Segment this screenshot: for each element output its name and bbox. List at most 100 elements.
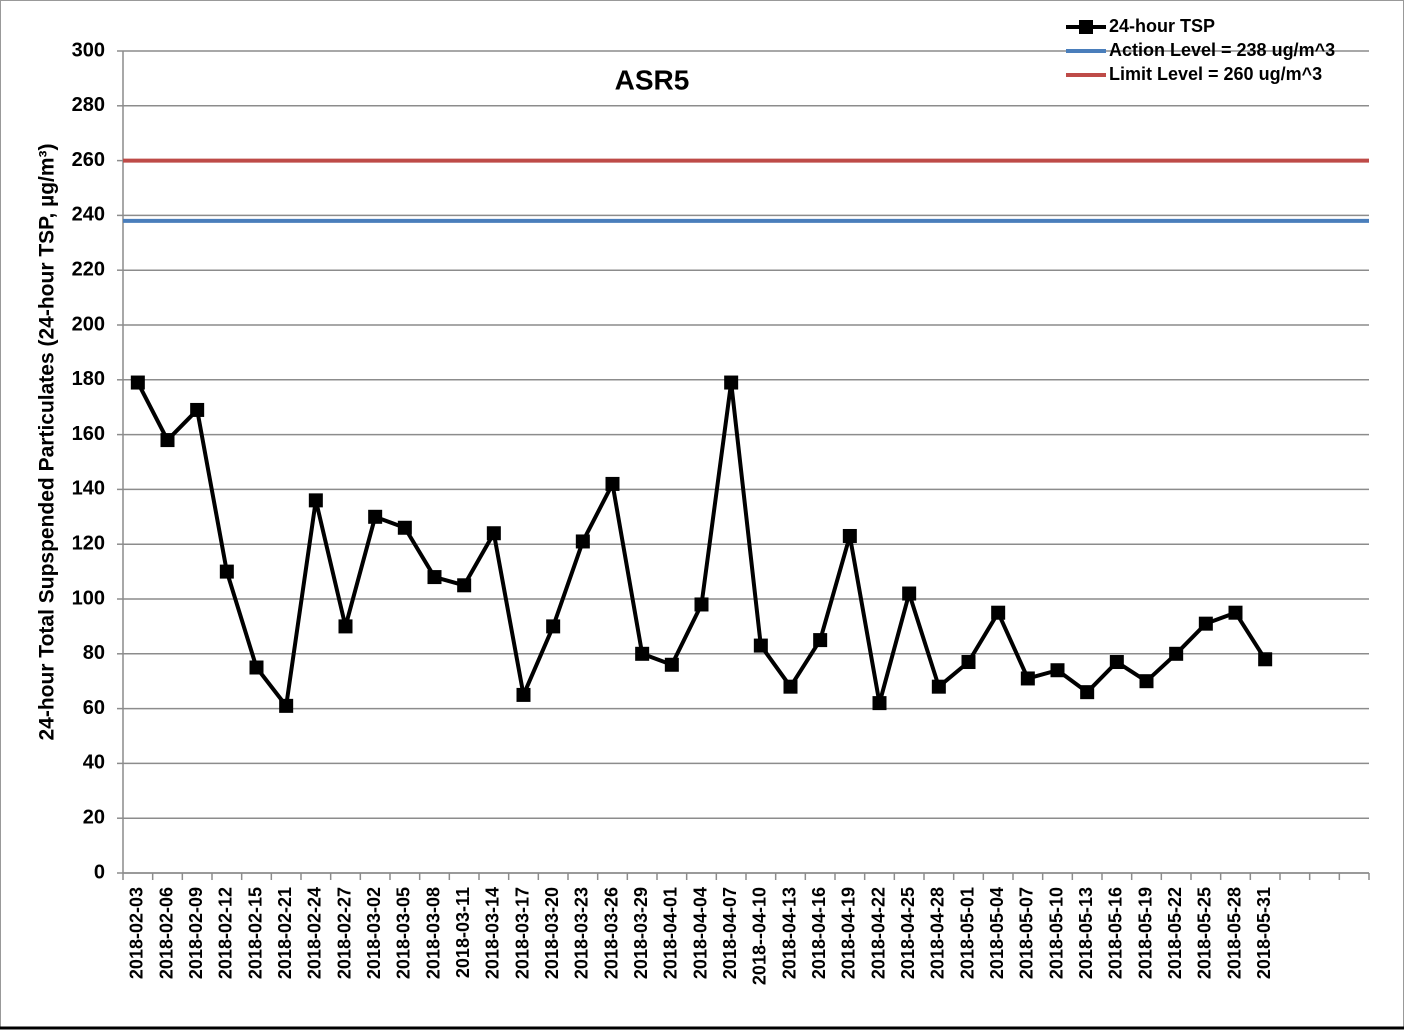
- y-tick-label: 40: [83, 752, 105, 774]
- y-tick-label: 0: [94, 861, 105, 883]
- data-point: [160, 433, 175, 448]
- x-tick-label: 2018-05-07: [1017, 887, 1037, 979]
- x-tick-label: 2018-02-12: [216, 887, 236, 979]
- data-point: [1050, 663, 1065, 678]
- x-tick-label: 2018-03-08: [423, 887, 443, 979]
- x-tick-label: 2018-05-10: [1046, 887, 1066, 979]
- data-point: [961, 655, 976, 670]
- legend-label: Action Level = 238 ug/m^3: [1109, 40, 1335, 60]
- x-tick-label: 2018-02-09: [186, 887, 206, 979]
- data-point: [931, 679, 946, 694]
- y-tick-label: 80: [83, 642, 105, 664]
- x-tick-label: 2018-04-28: [928, 887, 948, 979]
- x-tick-label: 2018-05-25: [1195, 887, 1215, 979]
- data-point: [1139, 674, 1154, 689]
- x-tick-label: 2018-03-14: [483, 887, 503, 979]
- y-tick-label: 260: [72, 149, 105, 171]
- x-tick-label: 2018-02-06: [156, 887, 176, 979]
- data-point: [783, 679, 798, 694]
- x-tick-label: 2018-05-13: [1076, 887, 1096, 979]
- x-tick-label: 2018-04-16: [809, 887, 829, 979]
- data-point: [813, 633, 828, 648]
- data-point: [664, 657, 679, 672]
- y-tick-label: 180: [72, 368, 105, 390]
- y-tick-label: 280: [72, 94, 105, 116]
- data-point: [249, 660, 264, 675]
- data-point: [1169, 646, 1184, 661]
- data-point: [190, 402, 205, 417]
- data-point: [1258, 652, 1273, 667]
- x-tick-label: 2018-05-01: [957, 887, 977, 979]
- data-point: [1198, 616, 1213, 631]
- data-point: [902, 586, 917, 601]
- data-point: [575, 534, 590, 549]
- data-point: [427, 570, 442, 585]
- x-tick-label: 2018-02-21: [275, 887, 295, 979]
- x-tick-label: 2018-04-07: [720, 887, 740, 979]
- x-tick-label: 2018-02-24: [305, 887, 325, 979]
- data-point: [486, 526, 501, 541]
- x-tick-label: 2018-04-22: [868, 887, 888, 979]
- data-point: [219, 564, 234, 579]
- y-tick-label: 140: [72, 478, 105, 500]
- x-tick-label: 2018-04-25: [898, 887, 918, 979]
- data-point: [842, 528, 857, 543]
- data-point: [130, 375, 145, 390]
- legend-swatch-marker: [1079, 20, 1093, 34]
- x-tick-label: 2018-03-26: [601, 887, 621, 979]
- x-tick-label: 2018-04-19: [839, 887, 859, 979]
- data-point: [1020, 671, 1035, 686]
- legend-label: Limit Level = 260 ug/m^3: [1109, 64, 1322, 84]
- data-point: [1228, 605, 1243, 620]
- y-tick-label: 20: [83, 806, 105, 828]
- x-tick-label: 2018-05-31: [1254, 887, 1274, 979]
- x-tick-label: 2018--04-10: [750, 887, 770, 985]
- data-point: [1080, 685, 1095, 700]
- data-point: [635, 646, 650, 661]
- x-tick-label: 2018-02-03: [127, 887, 147, 979]
- legend-label: 24-hour TSP: [1109, 16, 1215, 36]
- chart-title: ASR5: [615, 64, 690, 95]
- data-point: [516, 687, 531, 702]
- data-point: [546, 619, 561, 634]
- x-tick-label: 2018-05-16: [1106, 887, 1126, 979]
- data-point: [724, 375, 739, 390]
- data-point: [308, 493, 323, 508]
- x-tick-label: 2018-03-17: [512, 887, 532, 979]
- data-point: [368, 509, 383, 524]
- x-tick-label: 2018-02-15: [245, 887, 265, 979]
- x-tick-label: 2018-02-27: [334, 887, 354, 979]
- data-point: [605, 476, 620, 491]
- y-tick-label: 200: [72, 313, 105, 335]
- x-tick-label: 2018-04-13: [779, 887, 799, 979]
- x-tick-label: 2018-03-23: [572, 887, 592, 979]
- x-tick-label: 2018-03-20: [542, 887, 562, 979]
- y-tick-label: 160: [72, 423, 105, 445]
- data-point: [991, 605, 1006, 620]
- x-tick-label: 2018-04-01: [661, 887, 681, 979]
- data-point: [338, 619, 353, 634]
- y-tick-label: 120: [72, 532, 105, 554]
- x-tick-label: 2018-03-29: [631, 887, 651, 979]
- x-tick-label: 2018-03-11: [453, 887, 473, 978]
- x-tick-label: 2018-04-04: [690, 887, 710, 979]
- y-tick-label: 300: [72, 39, 105, 61]
- y-tick-label: 240: [72, 204, 105, 226]
- y-tick-label: 60: [83, 697, 105, 719]
- data-point: [694, 597, 709, 612]
- y-axis-label: 24-hour Total Supspended Particulates (2…: [36, 143, 59, 740]
- data-point: [457, 578, 472, 593]
- data-point: [279, 698, 294, 713]
- x-tick-label: 2018-05-22: [1165, 887, 1185, 979]
- data-point: [872, 696, 887, 711]
- x-tick-label: 2018-03-02: [364, 887, 384, 979]
- x-tick-label: 2018-05-19: [1135, 887, 1155, 979]
- y-tick-label: 100: [72, 587, 105, 609]
- data-point: [1109, 655, 1124, 670]
- data-point: [397, 520, 412, 535]
- x-tick-label: 2018-05-04: [987, 887, 1007, 979]
- data-point: [753, 638, 768, 653]
- y-tick-label: 220: [72, 258, 105, 280]
